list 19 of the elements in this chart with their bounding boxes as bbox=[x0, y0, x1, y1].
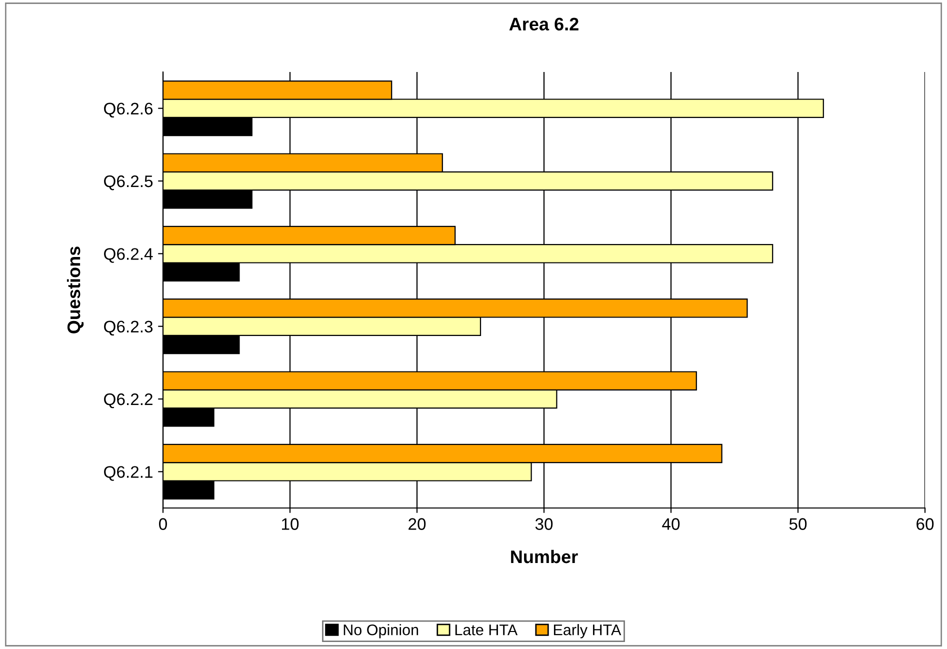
legend-label: No Opinion bbox=[344, 624, 418, 638]
legend-label: Late HTA bbox=[455, 624, 518, 636]
y-tick-label: Q6.2.1 bbox=[104, 466, 152, 481]
x-tick-label: 40 bbox=[662, 518, 680, 530]
y-axis-title: Questions bbox=[66, 246, 84, 334]
y-tick-label: Q6.2.5 bbox=[104, 175, 153, 190]
x-tick-label: 60 bbox=[916, 518, 934, 530]
x-tick-label: 10 bbox=[282, 518, 299, 530]
y-tick-label: Q6.2.2 bbox=[104, 393, 152, 408]
y-tick-label: Q6.2.6 bbox=[104, 102, 153, 118]
x-tick-label: 50 bbox=[789, 518, 807, 530]
x-axis-title: Number bbox=[511, 550, 578, 564]
legend-label: Early HTA bbox=[554, 624, 622, 638]
x-tick-label: 30 bbox=[535, 518, 553, 530]
y-tick-label: Q6.2.4 bbox=[104, 248, 153, 263]
chart-title: Area 6.2 bbox=[509, 18, 578, 31]
y-tick-label: Q6.2.3 bbox=[104, 320, 153, 336]
x-tick-label: 20 bbox=[408, 518, 426, 530]
x-tick-label: 0 bbox=[159, 518, 167, 530]
